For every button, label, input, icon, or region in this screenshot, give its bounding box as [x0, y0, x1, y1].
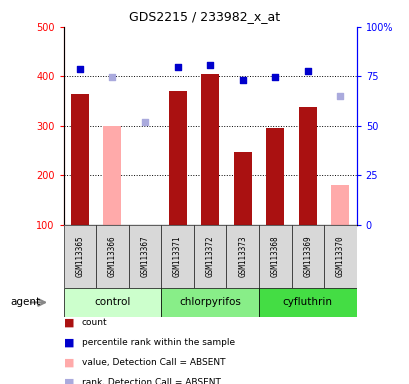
- Point: [239, 77, 245, 83]
- Text: control: control: [94, 297, 130, 308]
- Text: ■: ■: [63, 358, 74, 367]
- Point: [206, 62, 213, 68]
- Text: GSM113372: GSM113372: [205, 235, 214, 277]
- Point: [304, 68, 310, 74]
- Text: GSM113365: GSM113365: [75, 235, 84, 277]
- Text: GSM113369: GSM113369: [303, 235, 312, 277]
- Bar: [291, 225, 324, 288]
- Text: GSM113371: GSM113371: [173, 235, 182, 277]
- Text: GDS2215 / 233982_x_at: GDS2215 / 233982_x_at: [129, 10, 280, 23]
- Bar: [161, 225, 193, 288]
- Bar: [63, 288, 161, 317]
- Bar: [63, 225, 96, 288]
- Text: cyfluthrin: cyfluthrin: [282, 297, 332, 308]
- Text: rank, Detection Call = ABSENT: rank, Detection Call = ABSENT: [82, 378, 220, 384]
- Point: [109, 74, 115, 80]
- Point: [174, 65, 180, 71]
- Text: value, Detection Call = ABSENT: value, Detection Call = ABSENT: [82, 358, 225, 367]
- Point: [142, 119, 148, 125]
- Bar: [266, 128, 283, 225]
- Bar: [161, 288, 258, 317]
- Point: [76, 66, 83, 72]
- Point: [336, 93, 343, 99]
- Bar: [103, 126, 121, 225]
- Text: GSM113370: GSM113370: [335, 235, 344, 277]
- Bar: [226, 225, 258, 288]
- Bar: [258, 225, 291, 288]
- Point: [271, 74, 278, 80]
- Bar: [330, 185, 348, 225]
- Text: GSM113368: GSM113368: [270, 235, 279, 277]
- Bar: [298, 107, 316, 225]
- Bar: [233, 152, 251, 225]
- Text: percentile rank within the sample: percentile rank within the sample: [82, 338, 234, 347]
- Bar: [71, 94, 89, 225]
- Bar: [324, 225, 356, 288]
- Text: ■: ■: [63, 377, 74, 384]
- Text: chlorpyrifos: chlorpyrifos: [179, 297, 240, 308]
- Text: ■: ■: [63, 338, 74, 348]
- Text: GSM113366: GSM113366: [108, 235, 117, 277]
- Bar: [128, 225, 161, 288]
- Bar: [201, 74, 218, 225]
- Bar: [193, 225, 226, 288]
- Text: GSM113367: GSM113367: [140, 235, 149, 277]
- Text: GSM113373: GSM113373: [238, 235, 247, 277]
- Bar: [168, 91, 186, 225]
- Bar: [96, 225, 128, 288]
- Text: agent: agent: [10, 297, 40, 308]
- Text: ■: ■: [63, 318, 74, 328]
- Bar: [258, 288, 356, 317]
- Text: count: count: [82, 318, 108, 327]
